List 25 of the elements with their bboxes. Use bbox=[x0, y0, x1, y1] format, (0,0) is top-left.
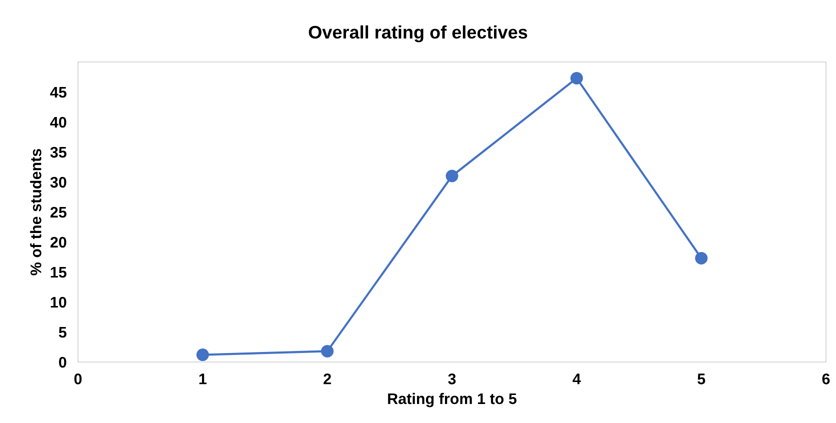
y-tick-label: 20 bbox=[50, 236, 66, 248]
point bbox=[321, 344, 334, 358]
y-tick-label: 35 bbox=[50, 146, 66, 158]
y-tick-label: 15 bbox=[50, 267, 66, 278]
point bbox=[695, 252, 708, 264]
chart-title: Overall rating of electives bbox=[308, 25, 528, 42]
x-tick-label: 1 bbox=[199, 374, 206, 384]
y-tick-label: 45 bbox=[50, 87, 66, 98]
x-tick-label: 3 bbox=[448, 374, 456, 384]
point bbox=[570, 72, 583, 84]
x-tick-label: 4 bbox=[572, 374, 581, 384]
y-tick-label: 0 bbox=[58, 356, 66, 368]
y-tick-label: 25 bbox=[50, 206, 66, 218]
y-tick-label: 40 bbox=[50, 116, 66, 128]
y-axis-title: % of the students bbox=[30, 148, 42, 276]
point bbox=[196, 348, 209, 362]
point bbox=[446, 170, 458, 182]
x-tick-label: 0 bbox=[74, 374, 82, 384]
x-axis-title: Rating from 1 to 5 bbox=[388, 392, 517, 408]
y-tick-label: 5 bbox=[58, 327, 66, 338]
x-tick-label: 2 bbox=[324, 374, 331, 384]
y-tick-label: 10 bbox=[50, 296, 66, 308]
y-tick-label: 30 bbox=[50, 176, 66, 188]
x-tick-label: 5 bbox=[698, 374, 706, 384]
x-tick-label: 6 bbox=[822, 374, 830, 384]
